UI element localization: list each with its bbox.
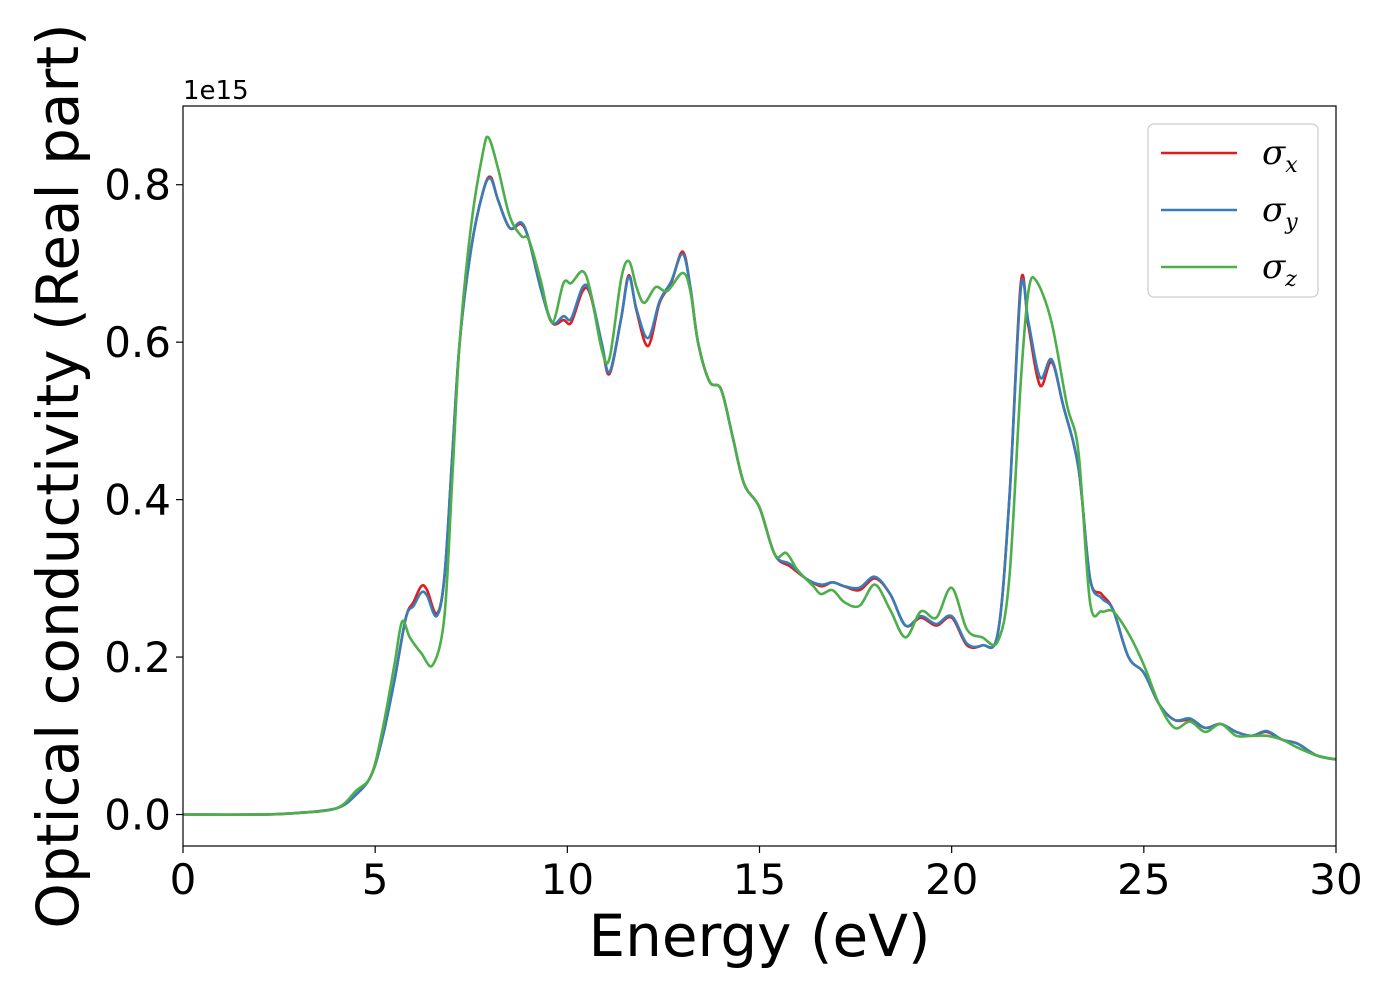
x-tick-label: 15 [733, 855, 786, 904]
x-axis-title: Energy (eV) [588, 902, 930, 970]
x-tick-label: 0 [170, 855, 197, 904]
x-axis: 0 5 10 15 20 25 30 [170, 846, 1363, 904]
legend-label-x: σx [1262, 133, 1298, 178]
y-tick-label: 0.0 [104, 791, 171, 840]
x-tick-label: 20 [925, 855, 978, 904]
legend-label-y: σy [1262, 190, 1298, 235]
y-offset-label: 1e15 [183, 76, 249, 106]
x-tick-label: 30 [1309, 855, 1362, 904]
y-axis: 0.0 0.2 0.4 0.6 0.8 [104, 161, 183, 840]
legend: σx σy σz [1147, 123, 1319, 298]
y-axis-title: Optical conductivity (Real part) [24, 23, 92, 928]
y-tick-label: 0.8 [104, 161, 171, 210]
legend-label-z: σz [1262, 247, 1297, 292]
x-tick-label: 5 [362, 855, 389, 904]
y-tick-label: 0.4 [104, 476, 171, 525]
series-line-z [182, 135, 1337, 816]
y-tick-label: 0.2 [104, 633, 171, 682]
x-tick-label: 25 [1117, 855, 1170, 904]
series-layer [182, 135, 1337, 816]
y-tick-label: 0.6 [104, 318, 171, 367]
x-tick-label: 10 [541, 855, 594, 904]
